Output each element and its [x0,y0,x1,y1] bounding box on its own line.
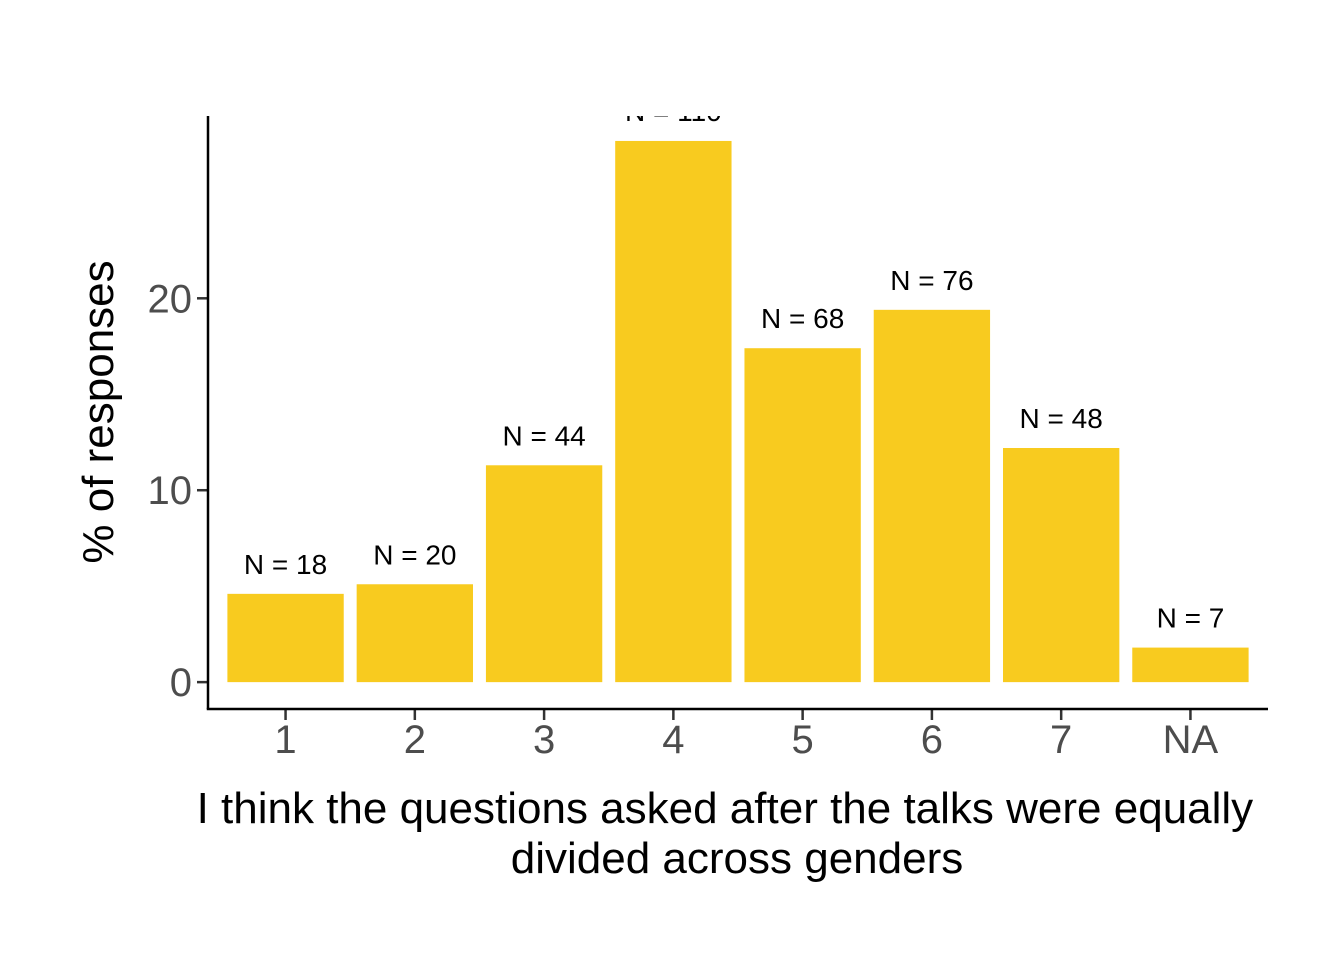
y-axis-title: % of responses [74,260,123,563]
x-tick-label-7: 7 [1050,718,1072,762]
bar-3 [485,465,603,683]
bar-label-6: N = 76 [890,265,973,296]
bar-label-na: N = 7 [1157,603,1225,634]
x-tick-label-1: 1 [274,718,296,762]
bar-4 [615,140,732,683]
y-tick-label-10: 10 [148,469,193,513]
x-tick-label-2: 2 [404,718,426,762]
x-tick-label-na: NA [1163,718,1219,762]
bar-label-5: N = 68 [761,303,844,334]
bar-2 [356,584,473,683]
x-axis-title-line-1: I think the questions asked after the ta… [197,784,1254,833]
bar-label-7: N = 48 [1020,403,1103,434]
bar-7 [1003,448,1120,683]
x-tick-label-4: 4 [662,718,684,762]
bar-1 [227,593,344,683]
bar-label-1: N = 18 [244,549,327,580]
x-tick-label-3: 3 [533,718,555,762]
x-tick-label-6: 6 [921,718,943,762]
x-axis-title: I think the questions asked after the ta… [197,784,1266,883]
bar-na [1132,647,1249,683]
bar-label-2: N = 20 [373,539,456,570]
bars-group: N = 18 N = 20 N = 44 N = 110 N = 68 N = 76 N =… [227,96,1249,683]
bar-label-4: N = 110 [625,96,722,127]
bar-label-3: N = 44 [502,420,585,451]
bar-5 [744,348,861,683]
x-tick-label-5: 5 [792,718,814,762]
y-tick-label-20: 20 [148,277,193,321]
ticks-group: 1 2 3 4 5 6 7 NA 0 10 20 [148,277,1219,762]
y-tick-label-0: 0 [170,661,192,705]
bar-6 [873,309,991,683]
x-axis-title-line-2: divided across genders [511,834,963,883]
